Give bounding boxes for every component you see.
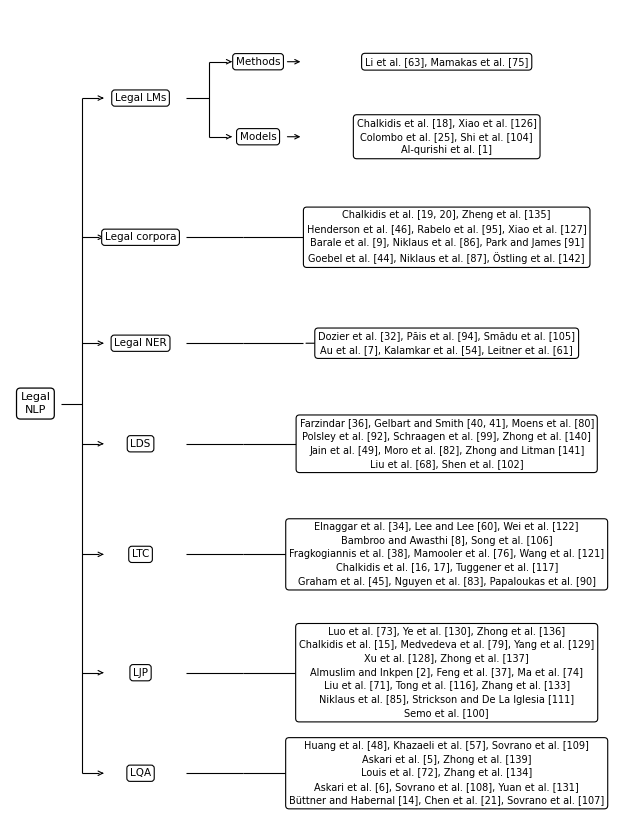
Text: Legal corpora: Legal corpora bbox=[105, 232, 176, 243]
Text: Farzindar [36], Gelbart and Smith [40, 41], Moens et al. [80]
Polsley et al. [92: Farzindar [36], Gelbart and Smith [40, 4… bbox=[300, 418, 594, 469]
Text: Huang et al. [48], Khazaeli et al. [57], Sovrano et al. [109]
Askari et al. [5],: Huang et al. [48], Khazaeli et al. [57],… bbox=[289, 741, 604, 805]
Text: Li et al. [63], Mamakas et al. [75]: Li et al. [63], Mamakas et al. [75] bbox=[365, 57, 529, 67]
Text: LDS: LDS bbox=[131, 439, 151, 449]
Text: Dozier et al. [32], Păis et al. [94], Smădu et al. [105]
Au et al. [7], Kalamkar: Dozier et al. [32], Păis et al. [94], Sm… bbox=[318, 331, 575, 355]
Text: Models: Models bbox=[240, 132, 276, 142]
Text: Methods: Methods bbox=[236, 57, 280, 67]
Text: Luo et al. [73], Ye et al. [130], Zhong et al. [136]
Chalkidis et al. [15], Medv: Luo et al. [73], Ye et al. [130], Zhong … bbox=[299, 627, 595, 719]
Text: Legal
NLP: Legal NLP bbox=[20, 392, 51, 415]
Text: LQA: LQA bbox=[130, 768, 151, 778]
Text: Legal NER: Legal NER bbox=[114, 339, 167, 348]
Text: LJP: LJP bbox=[133, 667, 148, 678]
Text: Chalkidis et al. [18], Xiao et al. [126]
Colombo et al. [25], Shi et al. [104]
A: Chalkidis et al. [18], Xiao et al. [126]… bbox=[356, 118, 536, 155]
Text: Elnaggar et al. [34], Lee and Lee [60], Wei et al. [122]
Bambroo and Awasthi [8]: Elnaggar et al. [34], Lee and Lee [60], … bbox=[289, 522, 604, 587]
Text: LTC: LTC bbox=[132, 549, 149, 559]
Text: Chalkidis et al. [19, 20], Zheng et al. [135]
Henderson et al. [46], Rabelo et a: Chalkidis et al. [19, 20], Zheng et al. … bbox=[307, 211, 587, 264]
Text: Legal LMs: Legal LMs bbox=[115, 93, 166, 103]
